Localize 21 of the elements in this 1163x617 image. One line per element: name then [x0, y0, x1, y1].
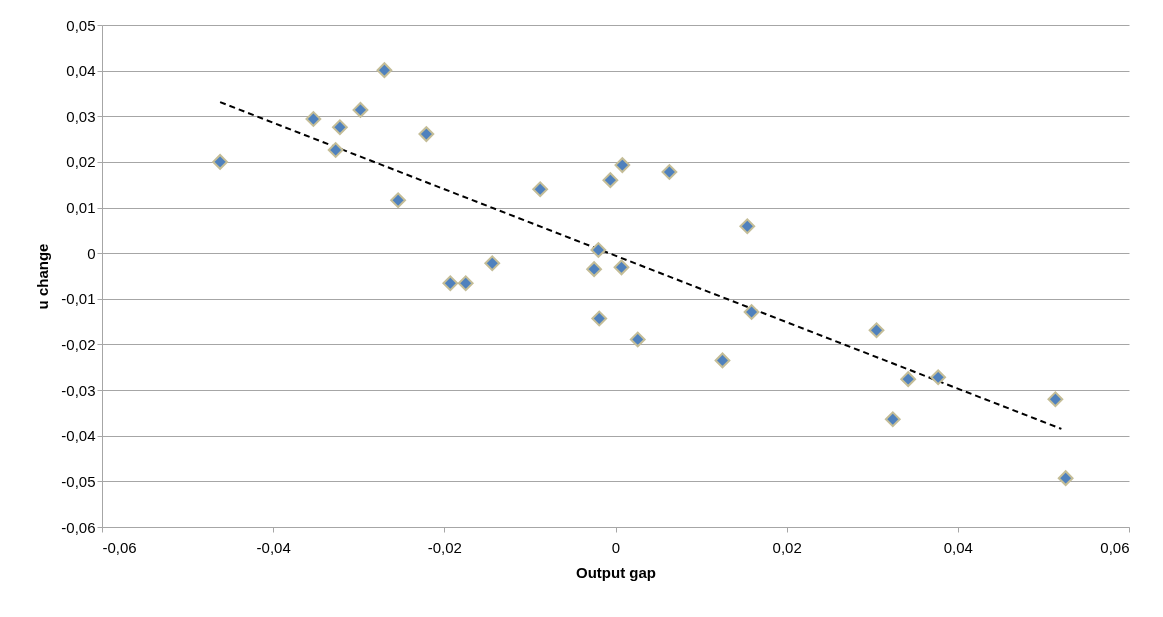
x-tick-label: 0 [611, 538, 621, 556]
y-tick-label: -0,05 [61, 472, 96, 490]
y-tick-label: 0,04 [66, 62, 96, 80]
y-tick-label: 0,05 [66, 16, 96, 34]
x-axis-title: Output gap [576, 563, 656, 581]
y-tick-label: 0,03 [66, 107, 96, 125]
y-tick-label: 0,01 [66, 199, 96, 217]
y-tick-label: -0,02 [61, 335, 96, 353]
x-tick-label: -0,06 [102, 538, 137, 556]
y-tick-label: 0,02 [66, 153, 96, 171]
y-tick-label: -0,01 [61, 290, 96, 308]
y-tick-label: 0 [87, 244, 96, 262]
x-tick-label: -0,02 [427, 538, 462, 556]
x-tick-label: 0,06 [1100, 538, 1130, 556]
y-tick-label: -0,03 [61, 381, 96, 399]
x-tick-label: -0,04 [256, 538, 291, 556]
y-axis-title: u change [34, 243, 52, 310]
x-tick-label: 0,02 [772, 538, 802, 556]
y-tick-label: -0,06 [61, 518, 96, 536]
y-tick-label: -0,04 [61, 427, 96, 445]
x-tick-label: 0,04 [943, 538, 973, 556]
